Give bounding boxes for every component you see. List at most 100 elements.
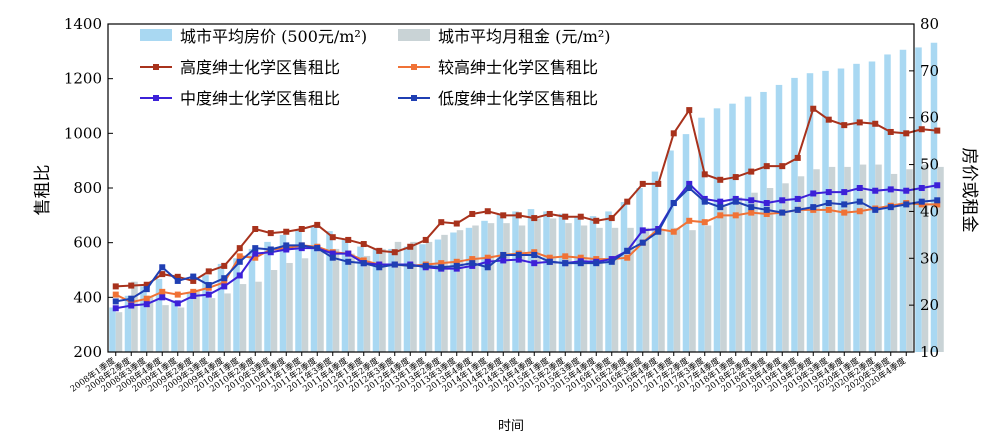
bar-price-41 (744, 96, 752, 352)
series-point-1-39 (717, 212, 724, 219)
bar-rent-39 (720, 206, 727, 352)
series-point-1-5 (190, 288, 197, 295)
bar-price-50 (884, 54, 891, 353)
series-point-3-29 (562, 260, 569, 267)
series-point-1-42 (763, 210, 770, 217)
series-point-0-32 (608, 215, 615, 222)
series-point-0-35 (655, 180, 662, 187)
series-point-2-3 (159, 294, 166, 301)
series-point-3-33 (624, 247, 631, 254)
series-point-0-26 (515, 212, 522, 219)
legend-swatch-marker-3 (411, 64, 417, 70)
bar-rent-20 (425, 241, 433, 352)
series-point-3-4 (174, 277, 181, 284)
series-point-3-50 (887, 204, 894, 211)
series-point-0-8 (236, 245, 243, 252)
bar-rent-29 (565, 223, 572, 352)
series-point-3-13 (314, 245, 321, 252)
series-point-3-45 (810, 204, 817, 211)
bar-price-12 (295, 230, 302, 352)
lines-layer (112, 105, 941, 312)
series-point-0-27 (531, 215, 538, 222)
bar-rent-8 (239, 284, 247, 352)
series-point-0-10 (267, 230, 274, 237)
series-point-0-41 (748, 168, 755, 175)
series-point-3-39 (717, 204, 724, 211)
bar-price-22 (450, 232, 457, 352)
series-point-3-1 (128, 295, 135, 302)
bar-price-20 (419, 244, 426, 352)
y-axis-right-label: 房价或租金 (959, 148, 979, 233)
bar-rent-41 (751, 192, 758, 352)
series-point-0-3 (159, 271, 166, 278)
series-point-0-45 (810, 105, 817, 112)
bar-price-51 (899, 49, 907, 353)
bar-price-1 (124, 295, 132, 352)
bar-price-49 (868, 61, 876, 353)
series-point-3-34 (639, 239, 646, 246)
y-left-tick-label-0: 200 (73, 343, 102, 361)
bars-layer (109, 42, 944, 353)
bar-price-29 (558, 213, 566, 352)
legend-label-2: 高度绅士化学区售租比 (180, 58, 340, 77)
series-point-2-9 (252, 250, 259, 257)
series-point-0-4 (174, 273, 181, 280)
y-left-tick-label-6: 1400 (64, 15, 102, 33)
series-point-1-9 (252, 254, 259, 261)
series-point-3-51 (903, 201, 910, 208)
series-point-2-41 (748, 197, 755, 204)
bar-price-43 (775, 84, 783, 352)
y-left-tick-label-5: 1200 (64, 70, 102, 88)
series-point-3-42 (763, 206, 770, 213)
series-point-0-47 (841, 122, 848, 129)
series-point-0-52 (918, 126, 925, 133)
bar-rent-21 (441, 234, 448, 352)
series-point-0-46 (825, 116, 832, 123)
series-point-2-25 (500, 257, 507, 264)
series-point-0-28 (546, 210, 553, 217)
bar-price-25 (496, 213, 504, 352)
series-point-3-17 (376, 264, 383, 271)
legend-label-0: 城市平均房价 (500元/m²) (180, 27, 367, 46)
series-point-3-43 (779, 209, 786, 216)
bar-rent-17 (379, 248, 386, 352)
series-point-0-44 (794, 154, 801, 161)
series-point-0-1 (128, 282, 135, 289)
bar-rent-53 (937, 166, 944, 352)
series-point-0-19 (407, 243, 414, 250)
bar-price-0 (109, 307, 116, 352)
series-point-3-48 (856, 198, 863, 205)
bar-price-38 (698, 117, 705, 353)
series-point-2-42 (763, 200, 770, 207)
bar-rent-51 (906, 169, 913, 352)
series-point-2-24 (484, 258, 491, 265)
legend-label-1: 城市平均月租金 (元/m²) (438, 27, 611, 46)
bar-rent-3 (162, 305, 169, 352)
series-point-0-14 (329, 234, 336, 241)
series-point-2-15 (345, 250, 352, 257)
series-point-0-43 (779, 163, 786, 170)
series-point-1-1 (128, 299, 135, 306)
series-point-3-53 (934, 197, 941, 204)
bar-price-35 (651, 171, 659, 352)
series-point-3-5 (190, 273, 197, 280)
legend-label-4: 中度绅士化学区售租比 (180, 89, 340, 108)
series-point-3-35 (655, 228, 662, 235)
series-point-2-39 (717, 198, 724, 205)
series-point-3-18 (391, 261, 398, 268)
y-right-tick-label-5: 60 (920, 109, 939, 127)
bar-rent-1 (131, 281, 138, 352)
legend-swatch-marker-2 (153, 64, 159, 70)
bar-rent-7 (224, 293, 231, 352)
series-point-0-25 (500, 212, 507, 219)
series-point-0-40 (732, 174, 739, 181)
bar-price-6 (202, 275, 209, 352)
series-point-3-31 (593, 260, 600, 267)
series-point-3-14 (329, 254, 336, 261)
series-point-2-11 (283, 246, 290, 253)
bar-price-4 (171, 300, 178, 352)
series-point-3-6 (205, 282, 212, 289)
bar-price-44 (791, 77, 798, 352)
bar-price-26 (512, 211, 519, 352)
series-point-2-49 (872, 187, 879, 194)
